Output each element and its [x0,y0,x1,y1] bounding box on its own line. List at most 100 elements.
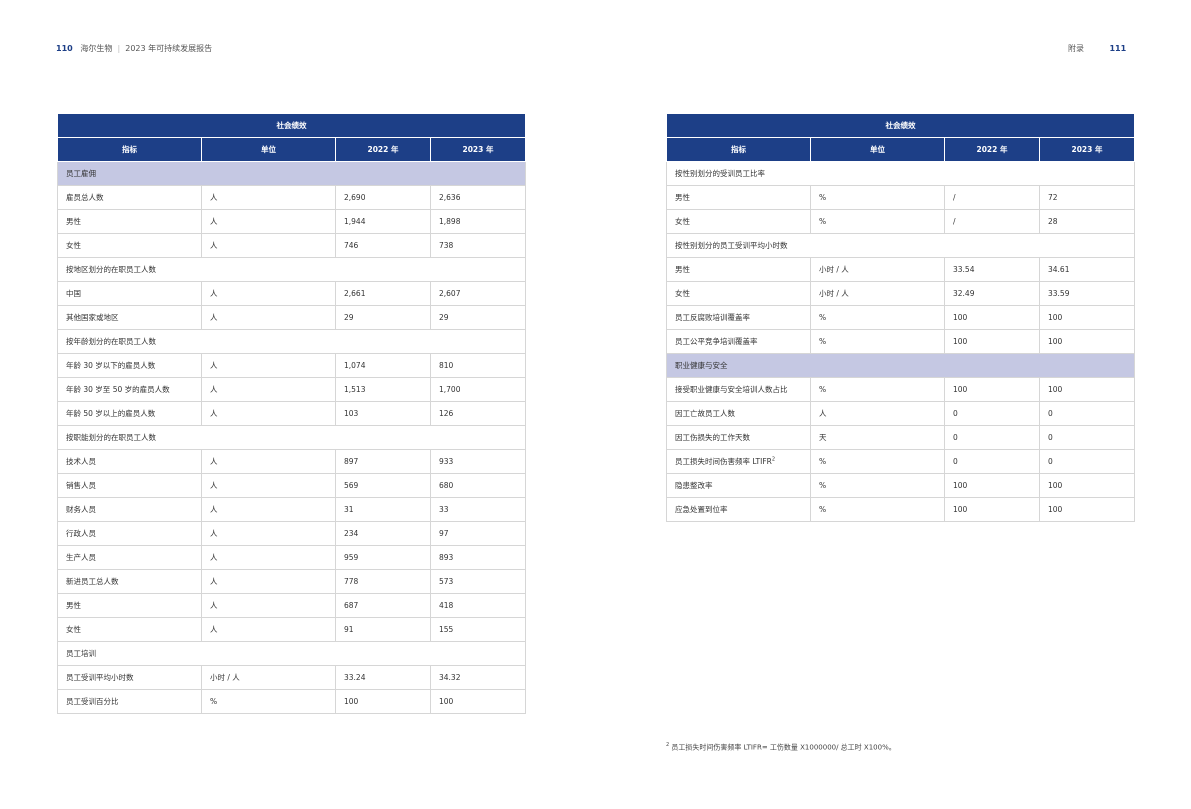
data-row: 男性人 1,944 1,898 [57,209,526,234]
title-row: 社会绩效 [57,113,526,138]
header-row: 指标 单位 2022 年 2023 年 [666,137,1135,162]
value-cell: / [944,185,1040,210]
value-cell: 893 [430,545,526,570]
value-cell: 人 [201,185,336,210]
indicator-cell: 员工受训平均小时数 [57,665,202,690]
value-cell: % [810,473,945,498]
indicator-cell: 男性 [57,593,202,618]
value-cell: 28 [1039,209,1135,234]
footnote-mark: 2 [666,742,670,748]
value-cell: 97 [430,521,526,546]
group-row: 按年龄划分的在职员工人数 [57,329,526,354]
value-cell: 0 [944,449,1040,474]
column-header: 2023 年 [1039,137,1135,162]
indicator-cell: 新进员工总人数 [57,569,202,594]
value-cell: % [810,305,945,330]
value-cell: 100 [944,473,1040,498]
indicator-cell: 隐患整改率 [666,473,811,498]
column-header: 2022 年 [944,137,1040,162]
column-header: 2023 年 [430,137,526,162]
data-row: 销售人员人 569 680 [57,473,526,498]
value-cell: % [810,377,945,402]
value-cell: 34.32 [430,665,526,690]
indicator-cell: 按年龄划分的在职员工人数 [57,329,526,354]
table-title: 社会绩效 [666,113,1135,138]
column-header: 指标 [666,137,811,162]
value-cell: 人 [201,449,336,474]
indicator-cell: 生产人员 [57,545,202,570]
indicator-cell: 女性 [666,209,811,234]
value-cell: 1,898 [430,209,526,234]
data-row: 接受职业健康与安全培训人数占比% 100 100 [666,377,1135,402]
data-row: 其他国家或地区人 29 29 [57,305,526,330]
value-cell: 100 [944,497,1040,522]
value-cell: 810 [430,353,526,378]
value-cell: 人 [201,497,336,522]
value-cell: 人 [201,305,336,330]
value-cell: % [201,689,336,714]
value-cell: % [810,497,945,522]
value-cell: 1,513 [335,377,431,402]
data-table: 社会绩效 指标 单位 2022 年 2023 年按性别划分的受训员工比率 男性% /72 女性… [666,113,1135,522]
value-cell: 天 [810,425,945,450]
indicator-cell: 员工受训百分比 [57,689,202,714]
indicator-cell: 员工损失时间伤害频率 LTIFR2 [666,449,811,474]
column-header: 2022 年 [335,137,431,162]
column-header: 单位 [810,137,945,162]
indicator-cell: 职业健康与安全 [666,353,1135,378]
value-cell: 2,690 [335,185,431,210]
data-row: 员工公平竞争培训覆盖率% 100 100 [666,329,1135,354]
indicator-cell: 其他国家或地区 [57,305,202,330]
data-row: 因工亡故员工人数人 0 0 [666,401,1135,426]
data-row: 男性人 687 418 [57,593,526,618]
value-cell: 100 [430,689,526,714]
data-row: 因工伤损失的工作天数天 0 0 [666,425,1135,450]
value-cell: 100 [944,377,1040,402]
indicator-cell: 女性 [666,281,811,306]
data-row: 财务人员人 31 33 [57,497,526,522]
indicator-cell: 按性别划分的员工受训平均小时数 [666,233,1135,258]
indicator-cell: 员工公平竞争培训覆盖率 [666,329,811,354]
value-cell: 人 [201,209,336,234]
data-row: 员工受训百分比% 100 100 [57,689,526,714]
value-cell: 687 [335,593,431,618]
value-cell: 小时 / 人 [810,281,945,306]
data-row: 应急处置到位率% 100 100 [666,497,1135,522]
footnote-ref: 2 [771,456,776,463]
data-row: 女性 小时 / 人 32.49 33.59 [666,281,1135,306]
value-cell: 人 [201,569,336,594]
data-row: 员工损失时间伤害频率 LTIFR2% 0 0 [666,449,1135,474]
brand: 海尔生物 [80,44,113,53]
column-header: 单位 [201,137,336,162]
column-header: 指标 [57,137,202,162]
section-name: 附录 [1068,44,1084,53]
indicator-cell: 按性别划分的受训员工比率 [666,161,1135,186]
value-cell: 0 [1039,425,1135,450]
value-cell: 573 [430,569,526,594]
value-cell: 人 [810,401,945,426]
group-row: 按地区划分的在职员工人数 [57,257,526,282]
title-row: 社会绩效 [666,113,1135,138]
value-cell: 933 [430,449,526,474]
value-cell: 29 [430,305,526,330]
value-cell: % [810,329,945,354]
indicator-cell: 接受职业健康与安全培训人数占比 [666,377,811,402]
page-number: 111 [1109,44,1127,53]
data-row: 行政人员人 234 97 [57,521,526,546]
value-cell: 人 [201,377,336,402]
indicator-cell: 技术人员 [57,449,202,474]
value-cell: 2,661 [335,281,431,306]
value-cell: 人 [201,401,336,426]
value-cell: 100 [1039,497,1135,522]
value-cell: 897 [335,449,431,474]
indicator-cell: 男性 [666,185,811,210]
data-row: 年龄 30 岁至 50 岁的雇员人数人 1,513 1,700 [57,377,526,402]
value-cell: 72 [1039,185,1135,210]
value-cell: 31 [335,497,431,522]
value-cell: 1,944 [335,209,431,234]
data-table: 社会绩效 指标 单位 2022 年 2023 年员工雇佣 雇员总人数人 2,690 2,636… [57,113,526,714]
indicator-cell: 应急处置到位率 [666,497,811,522]
group-row: 按性别划分的受训员工比率 [666,161,1135,186]
value-cell: 0 [944,401,1040,426]
